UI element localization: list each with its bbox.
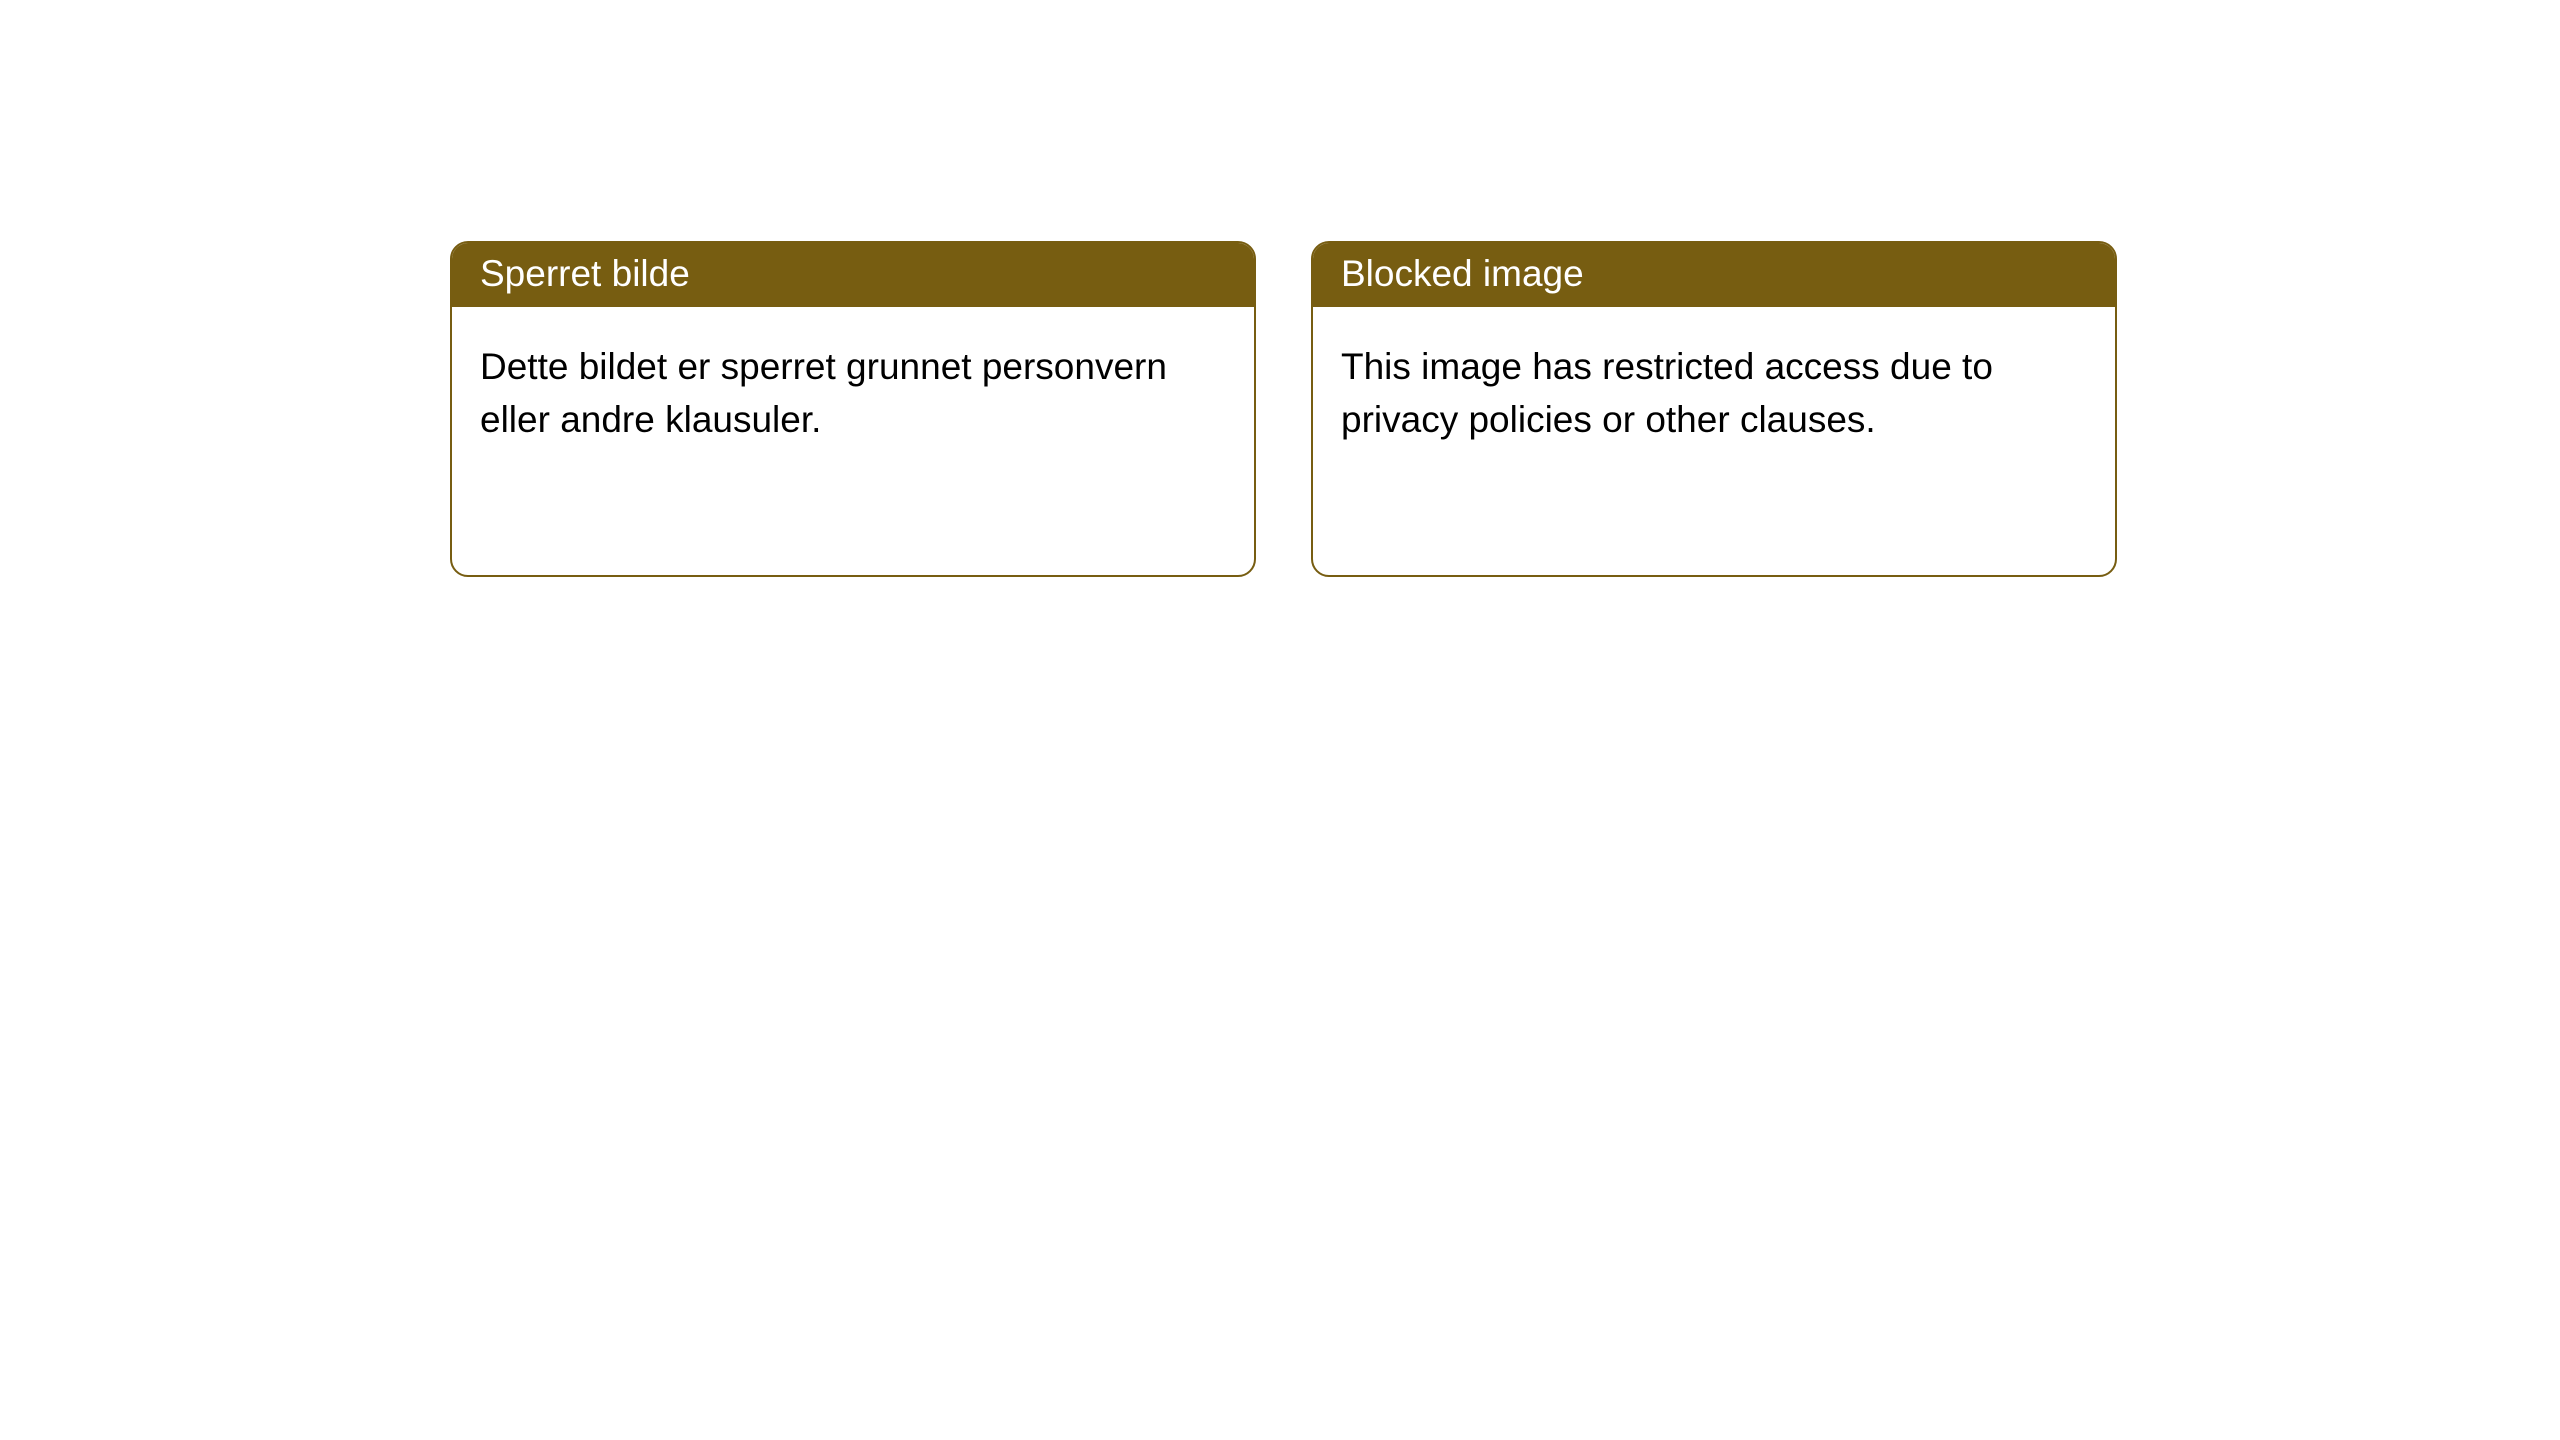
notice-panel-norwegian: Sperret bilde Dette bildet er sperret gr… (450, 241, 1256, 577)
notice-panel-english: Blocked image This image has restricted … (1311, 241, 2117, 577)
panel-title: Sperret bilde (480, 253, 690, 294)
panel-body: Dette bildet er sperret grunnet personve… (452, 307, 1254, 480)
panel-message: Dette bildet er sperret grunnet personve… (480, 346, 1167, 440)
notice-panels-container: Sperret bilde Dette bildet er sperret gr… (450, 241, 2560, 577)
panel-body: This image has restricted access due to … (1313, 307, 2115, 480)
panel-message: This image has restricted access due to … (1341, 346, 1993, 440)
panel-header: Sperret bilde (452, 243, 1254, 307)
panel-title: Blocked image (1341, 253, 1584, 294)
panel-header: Blocked image (1313, 243, 2115, 307)
